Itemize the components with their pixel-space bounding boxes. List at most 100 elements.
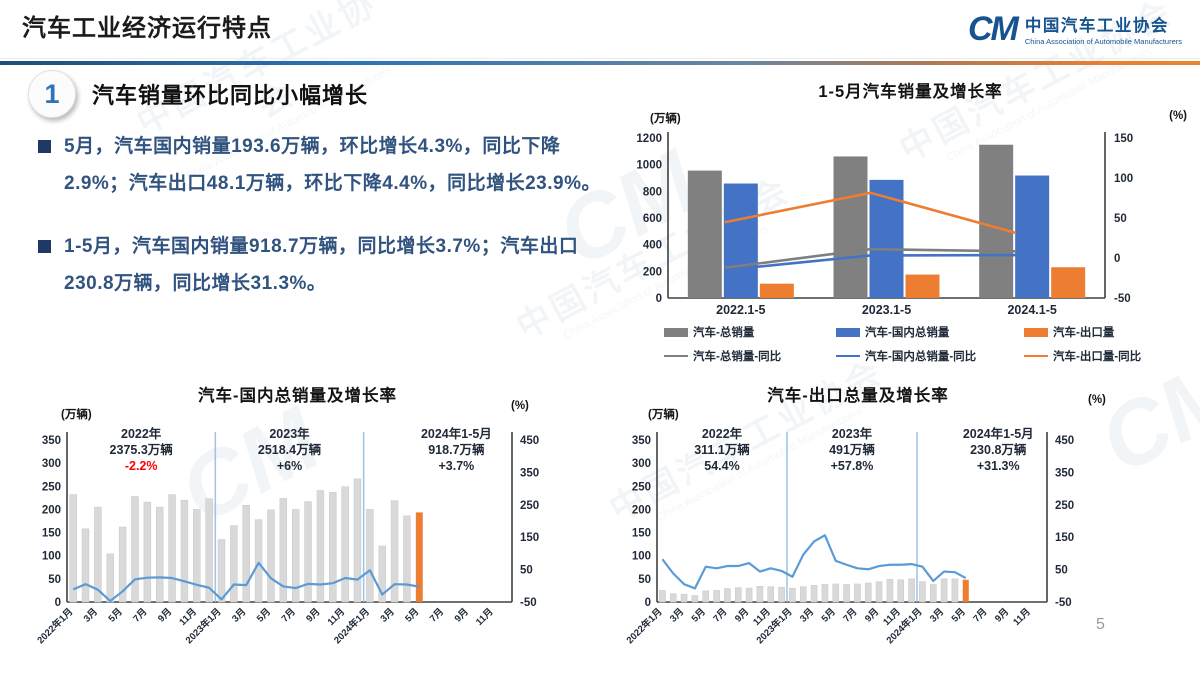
legend-label: 汽车-总销量-同比 xyxy=(693,351,782,363)
bar-current-month xyxy=(962,579,969,602)
x-axis-label: 5月 xyxy=(107,606,125,624)
x-axis-label: 9月 xyxy=(304,606,322,624)
yoy-line-total xyxy=(724,247,1017,270)
bar-month xyxy=(734,587,742,603)
left-tick-label: 1000 xyxy=(636,160,662,172)
left-tick-label: 0 xyxy=(645,597,651,609)
bar-export xyxy=(1051,267,1086,298)
bar-month xyxy=(875,581,883,603)
left-tick-label: 100 xyxy=(42,551,61,563)
category-label: 2022.1-5 xyxy=(716,303,765,317)
chart-legend: 汽车-总销量 汽车-国内总销量 汽车-出口量 汽车-总销量-同比 汽车-国内总销量-同比… xyxy=(664,324,1174,364)
x-axis-label: 3月 xyxy=(928,606,946,624)
caam-logo-name-cn: 中国汽车工业协会 xyxy=(1024,17,1169,35)
bar-month xyxy=(267,509,275,603)
annotation-line: 2023年 xyxy=(832,426,873,441)
annotation-line: 2375.3万辆 xyxy=(110,442,174,457)
annotation-line: 2022年 xyxy=(702,426,743,441)
legend-bar-swatch xyxy=(664,327,688,337)
left-tick-label: 150 xyxy=(632,528,651,540)
left-tick-label: 1200 xyxy=(636,133,662,145)
x-axis-label: 2022年1月 xyxy=(624,606,665,647)
yoy-line xyxy=(72,561,420,603)
annotation-line: 311.1万辆 xyxy=(694,442,750,457)
bar-month xyxy=(767,586,775,603)
left-tick-label: 100 xyxy=(632,551,651,563)
right-tick-label: -50 xyxy=(1055,597,1072,609)
header: 汽车工业经济运行特点 CM 中国汽车工业协会 China Association… xyxy=(0,0,1200,59)
bar-month xyxy=(378,545,386,603)
bar-month xyxy=(69,494,77,603)
right-tick-label: 150 xyxy=(1055,532,1074,544)
x-axis-label: 11月 xyxy=(1011,606,1033,628)
right-tick-label: -50 xyxy=(1114,293,1131,305)
annotation-line: +6% xyxy=(277,459,302,473)
section-heading-row: 1 汽车销量环比同比小幅增长 xyxy=(28,70,368,118)
bar-month xyxy=(713,590,720,603)
bar-month xyxy=(291,509,300,603)
bar-month xyxy=(304,501,312,603)
annotation-line: 230.8万辆 xyxy=(970,442,1027,457)
x-axis-label: 2022年1月 xyxy=(35,606,76,647)
x-axis-label: 9月 xyxy=(156,606,174,624)
legend-item: 汽车-出口量 xyxy=(1024,324,1174,340)
bar-month xyxy=(864,582,872,603)
bar-month xyxy=(756,586,764,603)
x-axis-label: 9月 xyxy=(993,606,1011,624)
x-axis-label: 3月 xyxy=(230,606,248,624)
bullet-square-icon xyxy=(38,140,51,153)
chart-export-monthly: 汽车-出口总量及增长率 (万辆) (%) 0 50 100 150 200 250 300 3… xyxy=(618,382,1188,672)
bar-month xyxy=(279,498,288,603)
bar-month xyxy=(329,492,337,603)
page-number: 5 xyxy=(1096,616,1105,633)
left-tick-label: 350 xyxy=(632,435,651,447)
chart-title: 汽车-国内总销量及增长率 xyxy=(198,387,397,405)
chart-domestic-monthly: 汽车-国内总销量及增长率 (万辆) (%) 0 50 100 150 200 250 300… xyxy=(25,382,570,672)
left-tick-label: 250 xyxy=(42,481,61,493)
bar-month xyxy=(168,494,176,603)
x-axis-label: 7月 xyxy=(428,606,446,624)
bar-month xyxy=(886,579,894,603)
bar-month xyxy=(702,590,710,603)
right-tick-label: 250 xyxy=(1055,500,1074,512)
bar-month xyxy=(131,496,139,603)
bar-month xyxy=(316,490,325,603)
bar-total xyxy=(833,156,868,298)
chart-title: 1-5月汽车销量及增长率 xyxy=(818,83,1003,101)
caam-logo-name-en: China Association of Automobile Manufact… xyxy=(1024,37,1182,46)
left-tick-label: 0 xyxy=(656,293,662,305)
bar-month xyxy=(897,579,905,603)
right-tick-label: 0 xyxy=(1114,253,1120,265)
legend-bar-swatch xyxy=(836,327,860,337)
export-monthly-plot: 0 50 100 150 200 250 300 350 -50 50 150 250 350 450 20… xyxy=(624,426,1074,647)
x-axis-label: 5月 xyxy=(403,606,421,624)
x-axis-label: 5月 xyxy=(950,606,968,624)
bar-export xyxy=(905,274,940,298)
legend-item: 汽车-总销量-同比 xyxy=(664,348,836,364)
x-axis-label: 7月 xyxy=(841,606,859,624)
bar-domestic xyxy=(1015,175,1050,298)
annotation-line: 2022年 xyxy=(121,426,162,441)
bar-current-month xyxy=(415,512,423,602)
right-tick-label: 50 xyxy=(1114,213,1127,225)
annotation-line: 918.7万辆 xyxy=(428,442,485,457)
annotation-line: +3.7% xyxy=(438,459,474,473)
right-tick-label: 250 xyxy=(520,500,539,512)
left-tick-label: 300 xyxy=(632,458,651,470)
bar-month xyxy=(919,581,926,603)
bar-month xyxy=(94,506,102,603)
legend-bar-swatch xyxy=(1024,327,1048,337)
bar-month xyxy=(180,499,189,603)
left-tick-label: 350 xyxy=(42,435,61,447)
x-axis-label: 7月 xyxy=(971,606,989,624)
right-tick-label: -50 xyxy=(520,597,537,609)
annotation-line: +57.8% xyxy=(831,459,874,473)
right-tick-label: 100 xyxy=(1114,173,1133,185)
bar-month xyxy=(745,587,753,603)
left-tick-label: 50 xyxy=(638,574,651,586)
bar-month xyxy=(799,586,807,603)
legend-label: 汽车-出口量 xyxy=(1053,327,1115,339)
annotation-line: +31.3% xyxy=(977,459,1020,473)
bar-month xyxy=(353,478,362,603)
